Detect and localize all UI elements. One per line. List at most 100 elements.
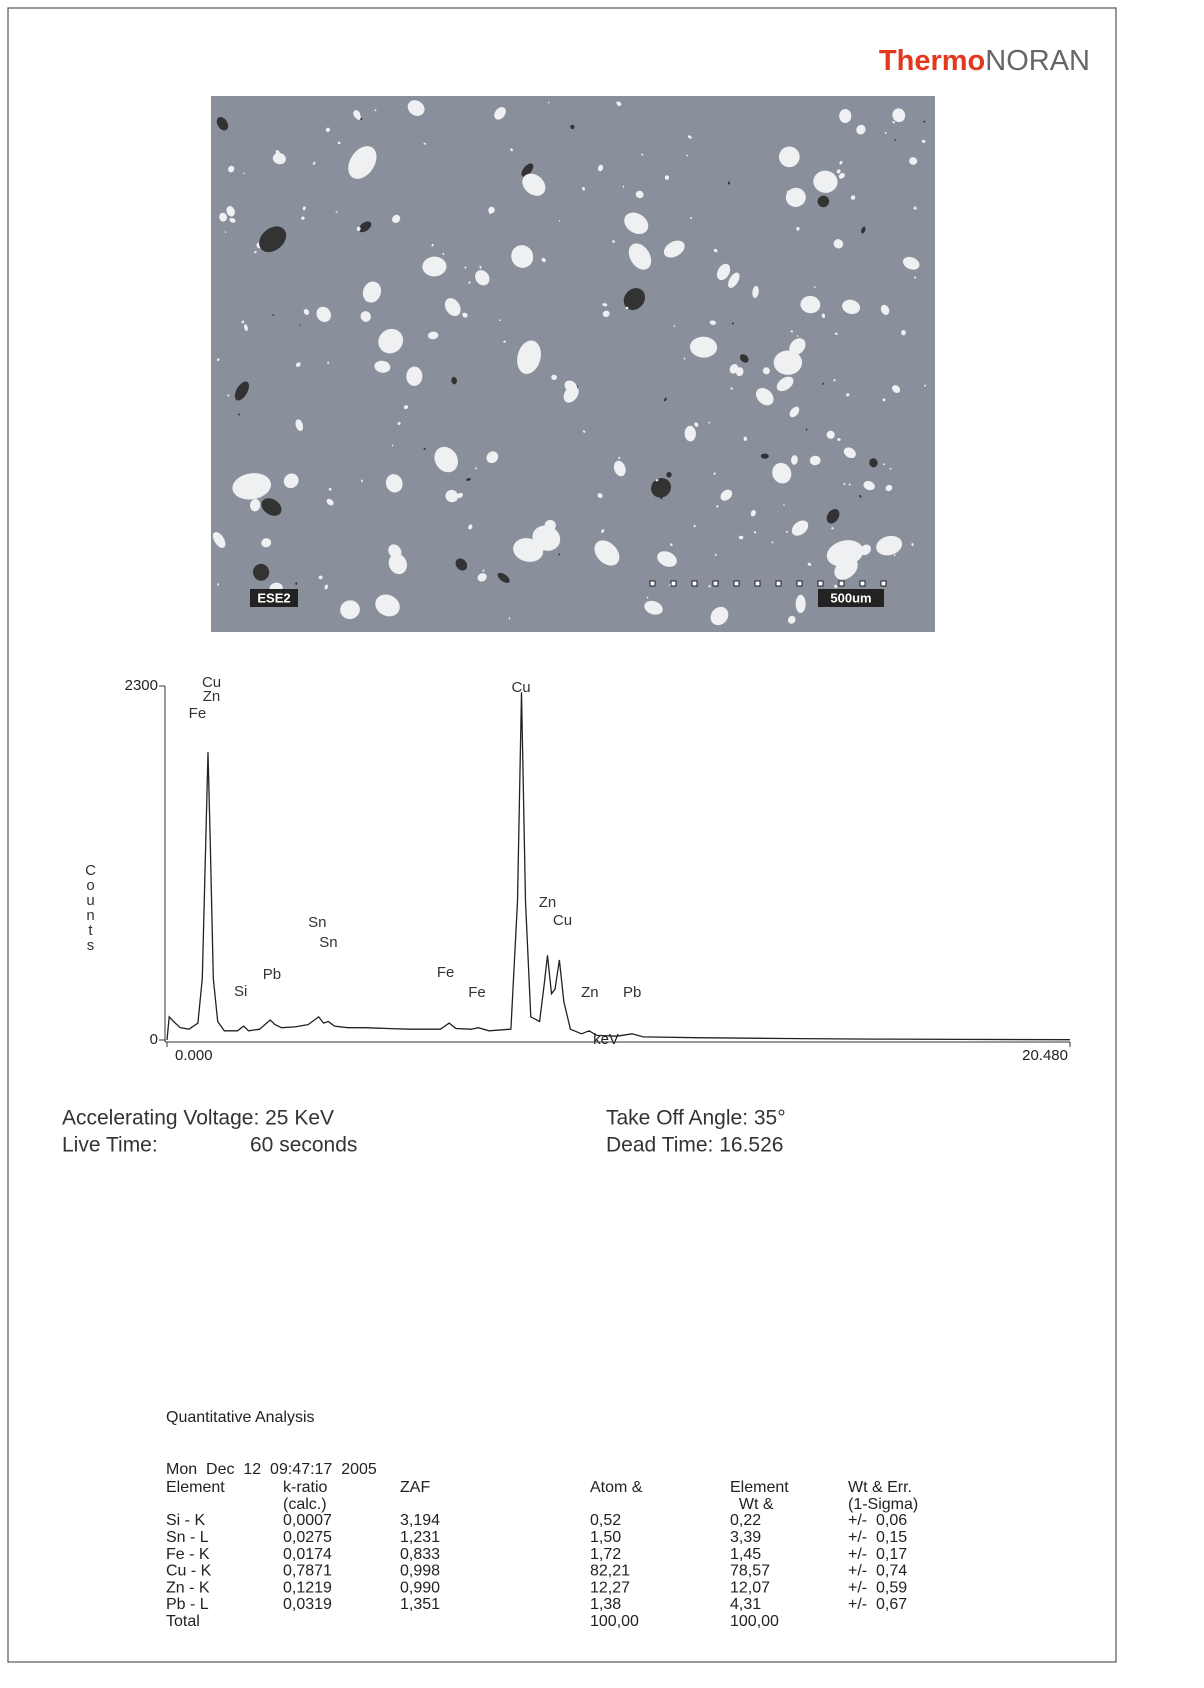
table-cell: Fe - K (166, 1546, 210, 1563)
table-cell: +/- 0,74 (848, 1563, 907, 1580)
y-tick-label: 0 (150, 1031, 158, 1048)
y-axis-label: Counts (82, 862, 98, 952)
spectrum-line (167, 692, 1070, 1040)
table-title: Quantitative Analysis (166, 1409, 315, 1426)
table-cell: +/- 0,59 (848, 1579, 907, 1596)
micrograph (210, 96, 935, 632)
scale-dot (755, 581, 760, 586)
scale-dot (839, 581, 844, 586)
particle (761, 453, 769, 458)
take-off-angle: Take Off Angle: 35° (606, 1107, 786, 1130)
table-date: Mon Dec 12 09:47:17 2005 (166, 1461, 377, 1478)
peak-label: Zn (581, 984, 599, 1001)
table-cell: 1,231 (400, 1529, 440, 1546)
particle (839, 109, 851, 123)
table-cell: +/- 0,15 (848, 1529, 907, 1546)
scale-dot (734, 581, 739, 586)
dead-time: Dead Time: 16.526 (606, 1134, 783, 1157)
table-cell: 1,38 (590, 1596, 621, 1613)
table-cell: +/- 0,17 (848, 1546, 907, 1563)
logo-light: NORAN (985, 45, 1090, 77)
scale-label: 500um (830, 590, 871, 605)
table-cell: 0,0174 (283, 1546, 332, 1563)
column-header: Wt & Err. (848, 1479, 912, 1496)
table-cell: 0,7871 (283, 1563, 332, 1580)
table-cell: 12,27 (590, 1579, 630, 1596)
table-cell: 0,1219 (283, 1579, 332, 1596)
table-cell: 3,194 (400, 1512, 440, 1529)
logo-bold: Thermo (879, 45, 985, 77)
table-cell: +/- 0,06 (848, 1512, 907, 1529)
table-cell: Si - K (166, 1512, 205, 1529)
table-cell: Pb - L (166, 1596, 209, 1613)
scale-dot (881, 581, 886, 586)
table-cell: 0,0007 (283, 1512, 332, 1529)
y-tick-label: 2300 (125, 677, 158, 694)
table-cell: 0,990 (400, 1579, 440, 1596)
table-cell: 0,833 (400, 1546, 440, 1563)
column-header: (calc.) (283, 1496, 327, 1513)
peak-label: Sn (308, 914, 326, 931)
table-cell: Cu - K (166, 1563, 212, 1580)
total-atom: 100,00 (590, 1613, 639, 1630)
particle (774, 350, 802, 374)
document: ThermoNORAN ESE2 500um keV 0 2300 0.000 20.… (0, 0, 1204, 1688)
table-cell: 1,72 (590, 1546, 621, 1563)
results-table: Element k-ratio(calc.) ZAF Atom & Element Wt… (166, 1479, 918, 1630)
voltage: Accelerating Voltage: 25 KeV (62, 1107, 334, 1130)
column-header: Atom & (590, 1479, 643, 1496)
table-cell: 0,22 (730, 1512, 761, 1529)
x-axis-label: keV (593, 1031, 619, 1048)
table-cell: 0,998 (400, 1563, 440, 1580)
peak-label: Zn (539, 894, 557, 911)
table-cell: Sn - L (166, 1529, 209, 1546)
table-cell: 1,45 (730, 1546, 761, 1563)
scale-dot (692, 581, 697, 586)
x-tick-label: 20.480 (1022, 1047, 1068, 1064)
scale-dot (671, 581, 676, 586)
page: ThermoNORAN ESE2 500um keV 0 2300 0.000 20.… (0, 0, 1204, 1688)
peak-label: Fe (437, 964, 455, 981)
table-cell: 0,0319 (283, 1596, 332, 1613)
column-header: Element (730, 1479, 789, 1496)
scale-dot (818, 581, 823, 586)
column-header: ZAF (400, 1479, 430, 1496)
table-cell: 0,52 (590, 1512, 621, 1529)
scale-dot (860, 581, 865, 586)
detector-label: ESE2 (257, 590, 290, 605)
table-cell: Zn - K (166, 1579, 210, 1596)
table-cell: 78,57 (730, 1563, 770, 1580)
table-cell: 0,0275 (283, 1529, 332, 1546)
peak-label: Pb (263, 966, 281, 983)
spectrum-chart: 023000.00020.480CuZnFeCuSnSnPbSiFeFeZnCu… (125, 674, 1070, 1064)
peak-label: Fe (189, 705, 207, 722)
column-header: k-ratio (283, 1479, 328, 1496)
column-header: Element (166, 1479, 225, 1496)
logo: ThermoNORAN (879, 45, 1090, 77)
table-cell: 12,07 (730, 1579, 770, 1596)
peak-label: Cu (553, 912, 572, 929)
table-cell: 1,50 (590, 1529, 621, 1546)
peak-label: Si (234, 983, 247, 1000)
scale-dot (797, 581, 802, 586)
scale-dot (650, 581, 655, 586)
scale-dot (713, 581, 718, 586)
peak-label: Cu (511, 679, 530, 696)
live-time-label: Live Time: (62, 1134, 158, 1157)
x-tick-label: 0.000 (175, 1047, 213, 1064)
table-cell: 4,31 (730, 1596, 761, 1613)
peak-label: Pb (623, 984, 641, 1001)
peak-label: Fe (468, 984, 486, 1001)
column-header: Wt & (730, 1496, 774, 1513)
peak-label: Zn (203, 688, 221, 705)
scale-dot (776, 581, 781, 586)
total-wt: 100,00 (730, 1613, 779, 1630)
table-cell: 3,39 (730, 1529, 761, 1546)
peak-label: Sn (319, 934, 337, 951)
column-header: (1-Sigma) (848, 1496, 918, 1513)
live-time-value: 60 seconds (250, 1134, 357, 1157)
table-cell: +/- 0,67 (848, 1596, 907, 1613)
total-label: Total (166, 1613, 200, 1630)
table-cell: 1,351 (400, 1596, 440, 1613)
table-cell: 82,21 (590, 1563, 630, 1580)
